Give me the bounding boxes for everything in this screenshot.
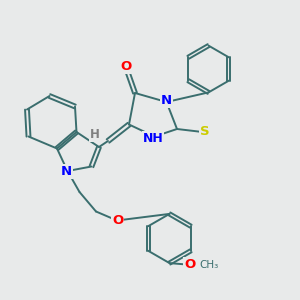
Text: S: S — [200, 125, 209, 139]
Text: O: O — [120, 59, 132, 73]
Text: CH₃: CH₃ — [200, 260, 219, 270]
Text: N: N — [60, 165, 72, 178]
Text: NH: NH — [142, 132, 164, 146]
Text: O: O — [184, 258, 195, 271]
Text: H: H — [90, 128, 99, 141]
Text: N: N — [161, 94, 172, 107]
Text: O: O — [112, 214, 123, 227]
